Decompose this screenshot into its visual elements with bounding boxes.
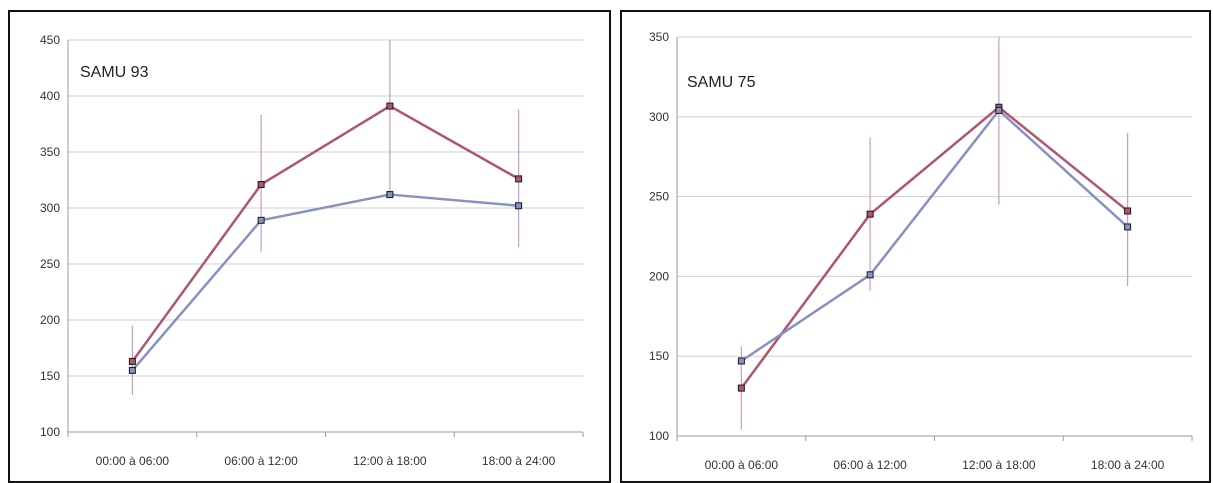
y-tick-label: 450 [40,33,60,47]
series-1-point [386,102,394,110]
series-1-line [131,104,520,363]
x-tick-label: 18:00 à 24:00 [1091,458,1165,472]
series-2-point [737,357,745,365]
y-tick-label: 250 [649,190,669,204]
x-tick-label: 12:00 à 18:00 [353,454,427,468]
series-2-point [257,216,265,224]
series-2-point [866,271,874,279]
series-1-point [257,180,265,188]
series-1-point [128,357,136,365]
y-tick-label: 250 [40,257,60,271]
series-2-point [386,191,394,199]
series-2-point [128,366,136,374]
series-2-point [515,202,523,210]
series-1-point [737,384,745,392]
y-tick-label: 100 [649,429,669,443]
y-tick-label: 150 [649,349,669,363]
chart-svg-samu-75: 100 150 200 250 300 350 00:00 à 06:00 06:00 à 1… [649,30,1193,472]
y-tick-label: 400 [40,89,60,103]
x-tick-label: 00:00 à 06:00 [96,454,170,468]
x-tick-label: 12:00 à 18:00 [962,458,1036,472]
y-tick-label: 150 [40,369,60,383]
y-tick-label: 200 [40,313,60,327]
x-tick-label: 06:00 à 12:00 [224,454,298,468]
y-tick-label: 350 [40,145,60,159]
series-1-point [515,175,523,183]
chart-title-samu-93: SAMU 93 [80,64,149,81]
x-tick-label: 18:00 à 24:00 [482,454,556,468]
series-2-line [740,109,1129,363]
series-1-point [866,210,874,218]
chart-panel-samu-75: 100 150 200 250 300 350 00:00 à 06:00 06:00 à 1… [620,10,1211,483]
chart-panel-samu-93: 100 150 200 250 300 350 400 450 00:00 à 06:00 06:… [8,10,611,483]
y-tick-label: 100 [40,425,60,439]
series-2-point [1124,223,1132,231]
y-tick-label: 350 [649,30,669,44]
series-1-point [1124,207,1132,215]
x-tick-label: 00:00 à 06:00 [705,458,779,472]
chart-svg-samu-93: 100 150 200 250 300 350 400 450 00:00 à 06:00 06:… [40,33,584,468]
y-tick-label: 300 [40,201,60,215]
x-tick-label: 06:00 à 12:00 [833,458,907,472]
series-2-line [131,193,519,372]
y-tick-label: 300 [649,110,669,124]
series-2-point [995,106,1003,114]
chart-title-samu-75: SAMU 75 [687,74,756,91]
y-tick-label: 200 [649,269,669,283]
series-1-line [740,105,1129,389]
